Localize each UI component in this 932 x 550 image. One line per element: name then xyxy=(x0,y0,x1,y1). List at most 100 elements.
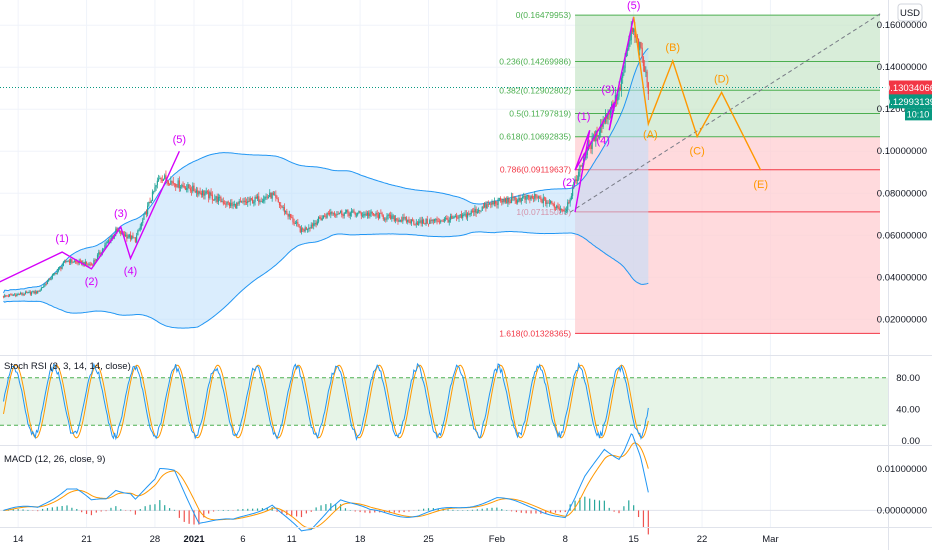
candle-body xyxy=(377,214,380,219)
candle-body xyxy=(157,178,160,181)
candle xyxy=(231,198,233,209)
candle-body xyxy=(22,294,24,295)
candle xyxy=(59,266,61,270)
candle-body xyxy=(129,234,132,240)
corrective-wave-path[interactable] xyxy=(632,16,762,171)
candle xyxy=(557,202,559,210)
candle-body xyxy=(572,187,574,196)
candle-body xyxy=(645,71,647,73)
candle xyxy=(506,196,508,204)
candle-body xyxy=(123,234,126,237)
candle-body xyxy=(241,201,243,203)
candle-body xyxy=(214,198,216,200)
candle xyxy=(333,211,336,218)
candle-body xyxy=(245,202,248,203)
candle-body xyxy=(387,214,389,216)
candle-body xyxy=(371,211,373,214)
candle xyxy=(404,216,406,221)
candle-body xyxy=(519,198,521,202)
candle xyxy=(161,175,163,184)
macd-hist-bar xyxy=(237,509,239,511)
candle-body xyxy=(197,190,199,195)
candle xyxy=(16,293,18,297)
candle xyxy=(302,227,304,233)
impulse-wave-1-path[interactable] xyxy=(0,150,180,294)
candle-body xyxy=(444,217,447,219)
candle-body xyxy=(306,229,309,230)
candle-body xyxy=(518,198,520,201)
candle xyxy=(529,195,531,204)
candle xyxy=(440,219,442,224)
stoch-pane[interactable]: Stoch RSI (3, 3, 14, 14, close) xyxy=(0,361,888,441)
time-tick-label: 22 xyxy=(697,534,708,545)
candle xyxy=(403,213,405,221)
candle xyxy=(287,213,289,220)
macd-axis[interactable]: 0.01000000 0.00000000 xyxy=(877,464,927,517)
candle-body xyxy=(539,196,541,198)
candle xyxy=(282,205,284,211)
time-axis[interactable]: 14 21 28 2021 6 11 18 25 Feb 8 15 22 Mar xyxy=(13,534,779,545)
macd-pane[interactable]: MACD (12, 26, close, 9) xyxy=(0,433,888,535)
candle xyxy=(518,194,520,203)
candle-body xyxy=(623,68,625,74)
candle-body xyxy=(259,201,261,203)
candle-body xyxy=(49,278,51,280)
candle xyxy=(574,176,576,184)
candle xyxy=(215,195,217,203)
candle-body xyxy=(578,171,580,180)
price-tick-label: 0.10000000 xyxy=(877,146,927,157)
candle-body xyxy=(43,285,45,288)
candle xyxy=(331,210,333,216)
dashed-trend-line[interactable] xyxy=(569,12,883,213)
currency-button[interactable]: USD xyxy=(897,3,923,22)
candle-body xyxy=(305,227,307,230)
candle-body xyxy=(193,185,195,192)
candle xyxy=(640,41,642,49)
candle-body xyxy=(79,260,82,262)
candle xyxy=(509,199,511,204)
candle-body xyxy=(346,209,348,213)
candle xyxy=(168,183,171,186)
candle-body xyxy=(293,222,295,224)
candle xyxy=(622,71,624,84)
candle xyxy=(289,213,292,221)
candle xyxy=(368,210,370,219)
candle xyxy=(253,200,255,207)
bollinger-lower xyxy=(3,230,649,329)
candle xyxy=(220,195,222,203)
price-axis[interactable]: 0.16000000 0.14000000 0.12000000 0.10000000… xyxy=(877,20,927,325)
candle xyxy=(179,185,182,192)
candle-body xyxy=(308,227,310,230)
stoch-k-line xyxy=(3,362,649,441)
candle xyxy=(170,176,172,186)
candle-body xyxy=(24,291,27,295)
candle xyxy=(396,218,398,222)
candle-body xyxy=(350,211,353,213)
corrective-wave-label: (C) xyxy=(690,146,705,158)
candle xyxy=(35,290,38,295)
candle-body xyxy=(484,203,486,208)
candle-body xyxy=(131,235,133,240)
candle xyxy=(319,215,321,220)
candle xyxy=(166,179,168,186)
candle xyxy=(453,215,455,219)
candle-body xyxy=(543,197,546,199)
candle-body xyxy=(552,203,554,205)
candle xyxy=(120,230,122,237)
macd-hist-bar xyxy=(613,510,615,512)
candle xyxy=(144,211,146,215)
stoch-axis[interactable]: 80.00 40.00 0.00 xyxy=(896,373,920,447)
main-pane[interactable]: 0(0.16479953) 0.236(0.14269986) 0.382(0.12… xyxy=(0,0,888,527)
time-tick-label: 21 xyxy=(81,534,92,545)
impulse-wave-2-path[interactable] xyxy=(574,16,635,213)
candle xyxy=(321,215,323,221)
candle-body xyxy=(45,283,47,285)
candle xyxy=(390,211,392,220)
candle xyxy=(578,168,580,182)
candle-body xyxy=(570,195,572,200)
corrective-wave-label: (D) xyxy=(714,73,729,85)
candle xyxy=(484,202,486,209)
candle-body xyxy=(363,214,365,216)
candle xyxy=(248,196,250,202)
